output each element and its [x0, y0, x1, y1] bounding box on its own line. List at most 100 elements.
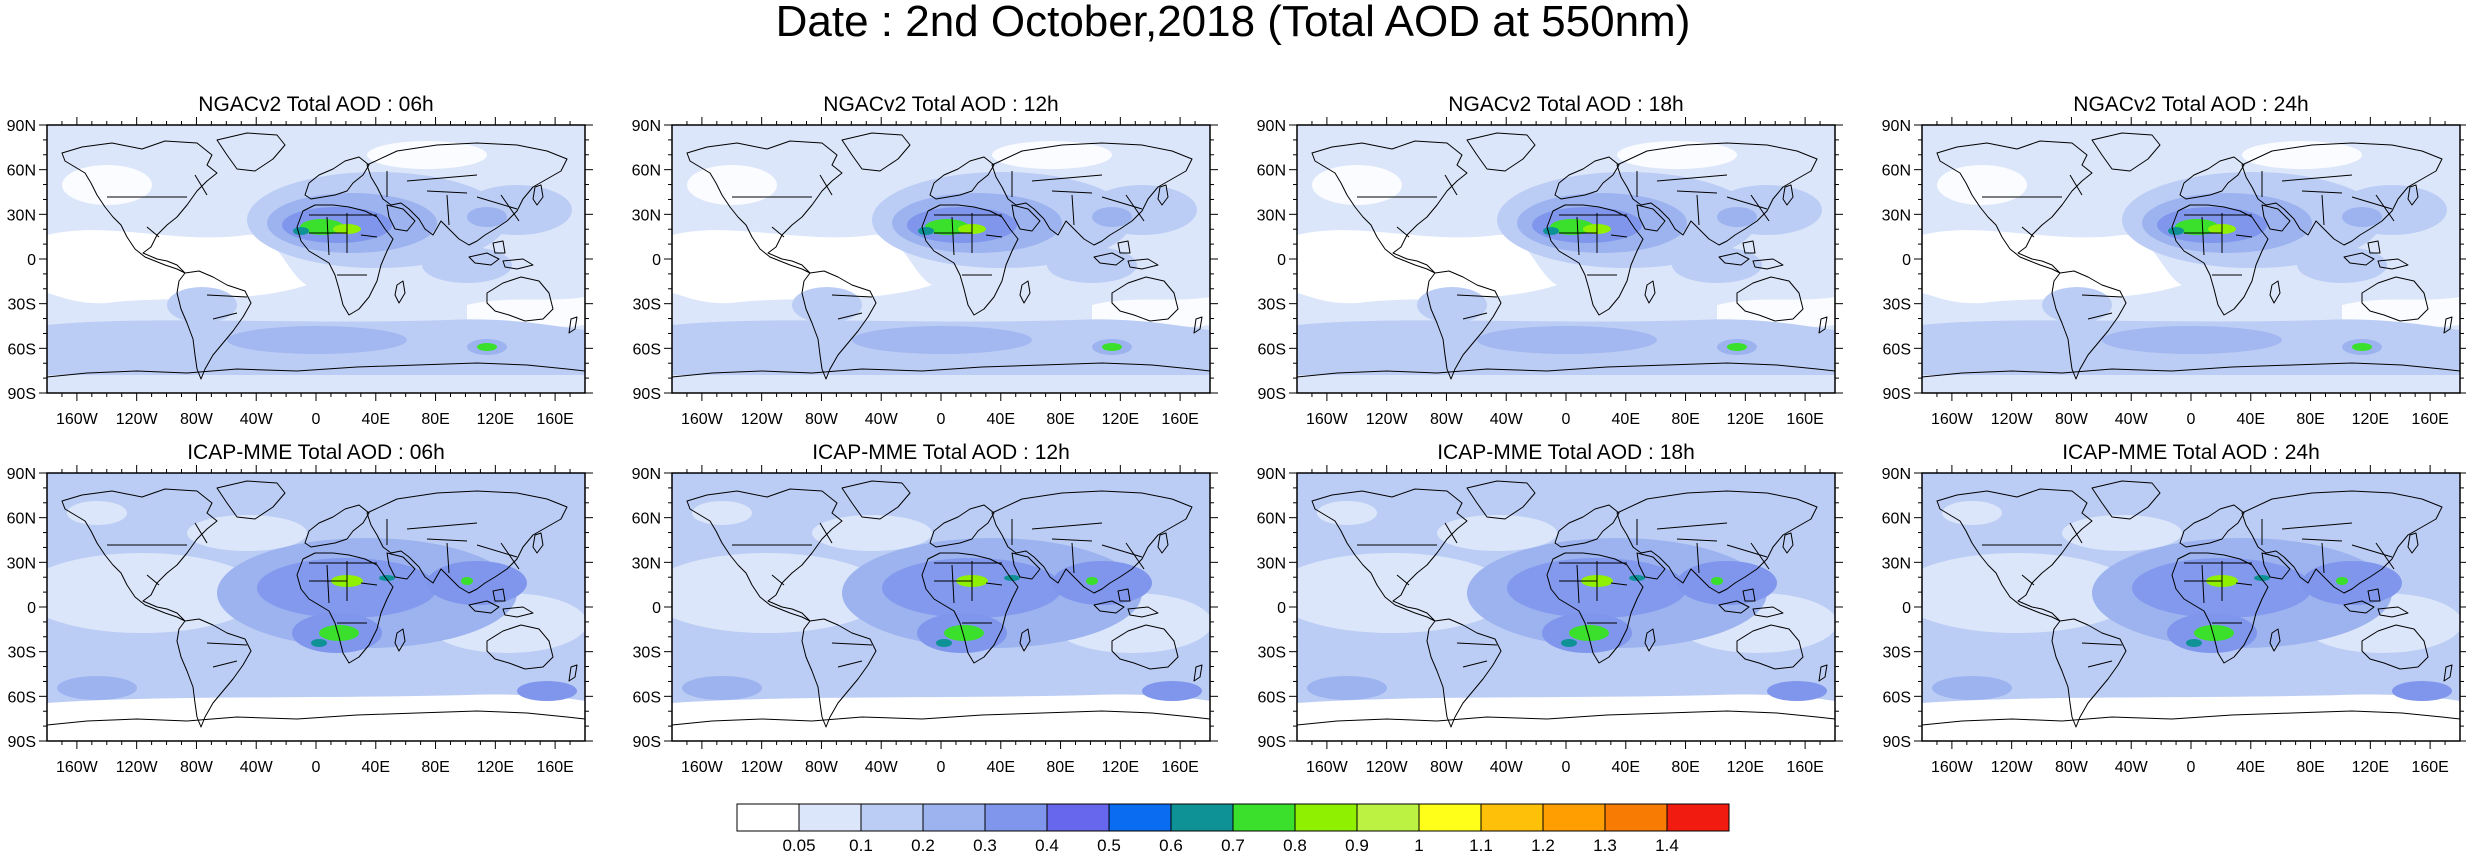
lon-tick-label: 120W [116, 411, 159, 428]
lon-tick-label: 40E [1612, 411, 1640, 428]
lat-tick-label: 0 [27, 252, 36, 269]
lon-tick-label: 160W [681, 759, 724, 776]
lon-tick-label: 40E [987, 759, 1015, 776]
colorbar-swatch [1418, 803, 1482, 832]
lon-tick-label: 120E [2352, 759, 2389, 776]
colorbar-label: 0.4 [1035, 836, 1059, 853]
colorbar-label: 0.1 [849, 836, 873, 853]
lon-tick-label: 40E [362, 759, 390, 776]
aod-field [1922, 125, 2460, 393]
panel-title: NGACv2 Total AOD : 18h [1448, 93, 1683, 116]
colorbar-label: 0.7 [1221, 836, 1245, 853]
lon-tick-label: 40W [1490, 759, 1524, 776]
colorbar-swatch [736, 803, 800, 832]
lon-tick-label: 0 [2187, 411, 2196, 428]
colorbar-label: 1 [1414, 836, 1423, 853]
colorbar-label: 0.8 [1283, 836, 1307, 853]
lat-tick-label: 90S [1258, 386, 1286, 403]
aod-field [672, 473, 1210, 741]
lon-tick-label: 120W [1366, 411, 1409, 428]
lat-tick-label: 30N [1882, 555, 1911, 572]
lat-tick-label: 90S [8, 734, 36, 751]
lat-tick-label: 60S [8, 689, 36, 706]
lon-tick-label: 160W [1931, 759, 1974, 776]
lat-tick-label: 90S [1258, 734, 1286, 751]
lat-tick-label: 30N [632, 555, 661, 572]
lon-tick-label: 120W [1366, 759, 1409, 776]
lon-tick-label: 80E [2296, 411, 2324, 428]
panel-title: NGACv2 Total AOD : 06h [198, 93, 433, 116]
lat-tick-label: 30S [8, 297, 36, 314]
lon-tick-label: 80W [1430, 411, 1464, 428]
colorbar-label: 0.5 [1097, 836, 1121, 853]
colorbar-swatch [1294, 803, 1358, 832]
lat-tick-label: 30N [7, 555, 36, 572]
colorbar-swatch [860, 803, 924, 832]
lat-tick-label: 60S [1258, 341, 1286, 358]
lon-tick-label: 40W [1490, 411, 1524, 428]
lon-tick-label: 120W [741, 759, 784, 776]
colorbar-label: 1.1 [1469, 836, 1493, 853]
lon-tick-label: 0 [1562, 759, 1571, 776]
lat-tick-label: 0 [1277, 252, 1286, 269]
lat-tick-label: 90N [632, 466, 661, 483]
lon-tick-label: 0 [312, 411, 321, 428]
lon-tick-label: 120W [1991, 759, 2034, 776]
colorbar-label: 0.9 [1345, 836, 1369, 853]
lon-tick-label: 160E [1161, 411, 1198, 428]
lon-tick-label: 160W [56, 759, 99, 776]
lon-tick-label: 160E [1161, 759, 1198, 776]
lon-tick-label: 160W [1306, 759, 1349, 776]
colorbar-swatch [1356, 803, 1420, 832]
lon-tick-label: 40E [2237, 411, 2265, 428]
lon-tick-label: 80W [2055, 759, 2089, 776]
lon-tick-label: 120W [741, 411, 784, 428]
lat-tick-label: 90N [1257, 118, 1286, 135]
lat-tick-label: 30S [633, 645, 661, 662]
lat-tick-label: 60N [632, 511, 661, 528]
lon-tick-label: 80E [1046, 411, 1074, 428]
lat-tick-label: 60N [1882, 511, 1911, 528]
colorbar-swatch [1232, 803, 1296, 832]
colorbar-swatch [1108, 803, 1172, 832]
lat-tick-label: 0 [1277, 600, 1286, 617]
colorbar-label: 0.6 [1159, 836, 1183, 853]
lon-tick-label: 120E [1727, 759, 1764, 776]
colorbar-label: 0.2 [911, 836, 935, 853]
lon-tick-label: 40W [2115, 411, 2149, 428]
figure-title: Date : 2nd October,2018 (Total AOD at 55… [775, 0, 1691, 46]
lat-tick-label: 30N [7, 207, 36, 224]
lat-tick-label: 0 [652, 252, 661, 269]
lon-tick-label: 0 [2187, 759, 2196, 776]
lat-tick-label: 90S [633, 386, 661, 403]
colorbar-label: 1.2 [1531, 836, 1555, 853]
lon-tick-label: 80W [805, 759, 839, 776]
panel-title: ICAP-MME Total AOD : 12h [812, 441, 1070, 464]
aod-field [672, 125, 1210, 393]
map-panel: ICAP-MME Total AOD : 12h 90N 60N 30N 0 30S 60S… [632, 441, 1218, 776]
colorbar-swatch [1542, 803, 1606, 832]
lon-tick-label: 120E [477, 411, 514, 428]
panel-title: ICAP-MME Total AOD : 24h [2062, 441, 2320, 464]
colorbar-label: 1.4 [1655, 836, 1679, 853]
lat-tick-label: 60S [633, 689, 661, 706]
lat-tick-label: 30S [1258, 645, 1286, 662]
lon-tick-label: 0 [937, 759, 946, 776]
lon-tick-label: 160W [681, 411, 724, 428]
lon-tick-label: 40E [362, 411, 390, 428]
lat-tick-label: 60N [1882, 163, 1911, 180]
lon-tick-label: 120E [477, 759, 514, 776]
colorbar-swatch [1046, 803, 1110, 832]
lat-tick-label: 90N [632, 118, 661, 135]
lon-tick-label: 40W [2115, 759, 2149, 776]
colorbar-label: 1.3 [1593, 836, 1617, 853]
lon-tick-label: 80E [2296, 759, 2324, 776]
lon-tick-label: 80E [1046, 759, 1074, 776]
lat-tick-label: 90N [7, 118, 36, 135]
lat-tick-label: 60S [1883, 341, 1911, 358]
lon-tick-label: 40W [240, 411, 274, 428]
lon-tick-label: 160W [1931, 411, 1974, 428]
lat-tick-label: 90N [1882, 118, 1911, 135]
lon-tick-label: 40W [865, 759, 899, 776]
